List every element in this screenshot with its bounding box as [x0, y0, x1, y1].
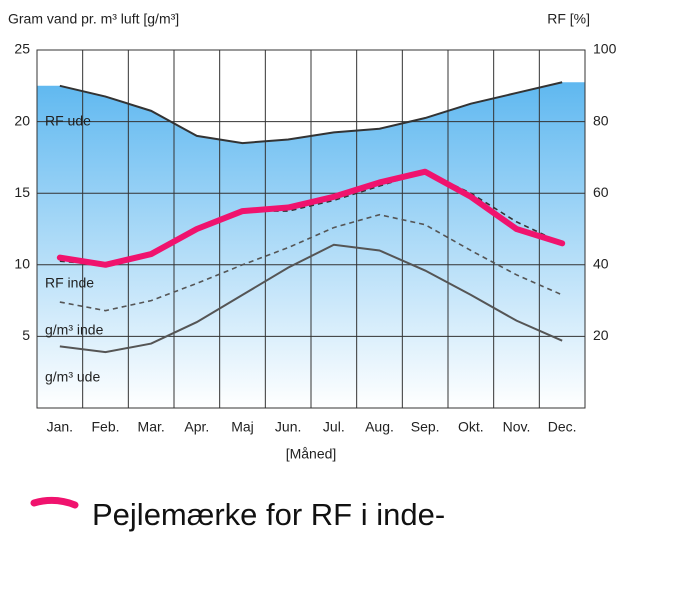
x-tick-label: Jan.: [47, 419, 73, 435]
series-label: g/m³ inde: [45, 322, 104, 338]
series-label: RF inde: [45, 275, 94, 291]
x-tick-label: Sep.: [411, 419, 440, 435]
y-tick-label: 20: [14, 112, 30, 128]
x-tick-label: Okt.: [458, 419, 484, 435]
x-tick-label: Feb.: [91, 419, 119, 435]
y2-tick-label: 100: [593, 41, 617, 57]
x-tick-label: Nov.: [503, 419, 531, 435]
plot-layer: [36, 49, 586, 409]
x-tick-label: Jul.: [323, 419, 345, 435]
x-axis-title: [Måned]: [286, 446, 337, 462]
x-tick-label: Aug.: [365, 419, 394, 435]
legend-swatch: [30, 496, 79, 509]
y2-tick-label: 80: [593, 112, 609, 128]
y-tick-label: 5: [22, 327, 30, 343]
y-tick-label: 25: [14, 41, 30, 57]
series-label: g/m³ ude: [45, 369, 100, 385]
y-tick-label: 10: [14, 256, 30, 272]
x-tick-label: Apr.: [184, 419, 209, 435]
y-axis-title: Gram vand pr. m³ luft [g/m³]: [8, 11, 179, 27]
legend-label: Pejlemærke for RF i inde-: [92, 497, 445, 532]
y2-tick-label: 20: [593, 327, 609, 343]
series-line: [59, 213, 563, 312]
x-tick-label: Jun.: [275, 419, 301, 435]
series-line: [59, 81, 563, 145]
plot-frame: [36, 49, 586, 409]
y2-tick-label: 40: [593, 256, 609, 272]
x-tick-label: Dec.: [548, 419, 577, 435]
y2-tick-label: 60: [593, 184, 609, 200]
series-line: [56, 168, 566, 268]
x-tick-label: Mar.: [138, 419, 165, 435]
y-tick-label: 15: [14, 184, 30, 200]
y2-axis-title: RF [%]: [547, 11, 590, 27]
series-line: [59, 243, 563, 354]
x-tick-label: Maj: [231, 419, 254, 435]
series-label: RF ude: [45, 113, 91, 129]
